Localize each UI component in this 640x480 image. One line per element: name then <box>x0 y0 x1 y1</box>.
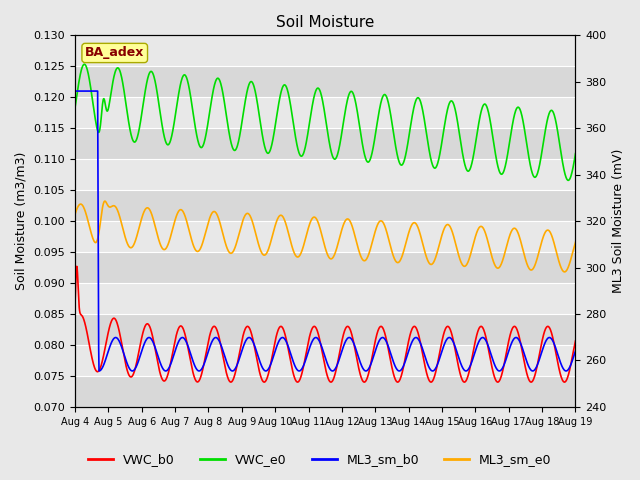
ML3_sm_b0 <box>512 335 520 340</box>
VWC_b0 <box>468 352 476 358</box>
Bar <box>75 314 575 345</box>
Bar <box>75 252 575 283</box>
Bar <box>75 97 575 128</box>
ML3_sm_b0 <box>170 351 178 357</box>
ML3_sm_e0 <box>101 198 109 204</box>
Line: VWC_e0: VWC_e0 <box>75 64 575 180</box>
ML3_sm_b0 <box>468 359 476 365</box>
VWC_b0 <box>513 326 520 332</box>
Bar <box>75 345 575 376</box>
ML3_sm_e0 <box>183 218 191 224</box>
Bar <box>75 283 575 314</box>
ML3_sm_b0 <box>239 347 246 352</box>
VWC_b0 <box>572 338 579 344</box>
VWC_b0 <box>73 264 81 269</box>
Line: VWC_b0: VWC_b0 <box>75 266 575 382</box>
Line: ML3_sm_e0: ML3_sm_e0 <box>75 201 575 272</box>
ML3_sm_b0 <box>403 355 410 360</box>
Bar <box>75 376 575 407</box>
ML3_sm_e0 <box>572 240 579 245</box>
Y-axis label: ML3 Soil Moisture (mV): ML3 Soil Moisture (mV) <box>612 149 625 293</box>
VWC_e0 <box>403 146 411 152</box>
VWC_b0 <box>171 340 179 346</box>
ML3_sm_e0 <box>513 227 520 232</box>
VWC_e0 <box>183 75 191 81</box>
VWC_e0 <box>572 151 579 156</box>
ML3_sm_e0 <box>171 219 179 225</box>
ML3_sm_b0 <box>71 88 79 94</box>
VWC_b0 <box>239 335 246 340</box>
ML3_sm_e0 <box>403 237 411 242</box>
VWC_b0 <box>71 302 79 308</box>
VWC_e0 <box>71 105 79 110</box>
Title: Soil Moisture: Soil Moisture <box>276 15 374 30</box>
VWC_b0 <box>294 379 301 385</box>
ML3_sm_b0 <box>182 339 190 345</box>
ML3_sm_e0 <box>468 246 476 252</box>
ML3_sm_b0 <box>529 368 536 374</box>
VWC_e0 <box>513 106 520 112</box>
Bar <box>75 36 575 66</box>
Bar <box>75 128 575 159</box>
ML3_sm_b0 <box>572 348 579 354</box>
Bar <box>75 221 575 252</box>
VWC_e0 <box>564 178 572 183</box>
Line: ML3_sm_b0: ML3_sm_b0 <box>75 91 575 371</box>
VWC_b0 <box>183 338 191 344</box>
Bar <box>75 66 575 97</box>
Legend: VWC_b0, VWC_e0, ML3_sm_b0, ML3_sm_e0: VWC_b0, VWC_e0, ML3_sm_b0, ML3_sm_e0 <box>83 448 557 471</box>
VWC_e0 <box>239 115 246 120</box>
Bar <box>75 190 575 221</box>
VWC_e0 <box>171 118 179 124</box>
ML3_sm_e0 <box>561 269 568 275</box>
VWC_e0 <box>468 159 476 165</box>
Text: BA_adex: BA_adex <box>85 47 145 60</box>
Bar <box>75 159 575 190</box>
Y-axis label: Soil Moisture (m3/m3): Soil Moisture (m3/m3) <box>15 152 28 290</box>
VWC_b0 <box>403 346 411 351</box>
VWC_e0 <box>81 61 88 67</box>
ML3_sm_e0 <box>239 218 246 224</box>
ML3_sm_e0 <box>71 212 79 217</box>
